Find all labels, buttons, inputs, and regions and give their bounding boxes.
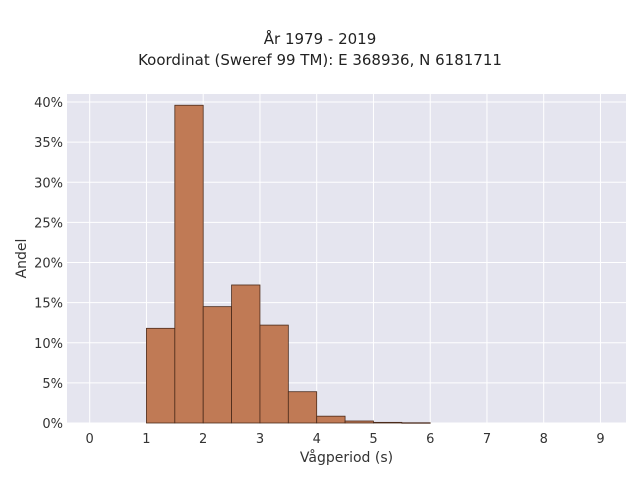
- y-axis-ticks: 0% 5% 10% 15% 20% 25% 30% 35% 40%: [34, 96, 63, 432]
- x-tick-label: 2: [199, 432, 207, 447]
- x-tick-label: 5: [369, 432, 377, 447]
- chart-title: År 1979 - 2019: [263, 30, 377, 48]
- y-tick-label: 0%: [42, 417, 63, 432]
- x-tick-label: 8: [540, 432, 548, 447]
- x-tick-label: 7: [483, 432, 491, 447]
- histogram-bar: [259, 324, 289, 424]
- y-axis-label: Andel: [14, 239, 30, 279]
- x-tick-label: 3: [256, 432, 264, 447]
- x-axis-label: Vågperiod (s): [300, 449, 393, 466]
- y-tick-label: 20%: [34, 257, 63, 272]
- histogram-bar: [174, 104, 204, 424]
- x-tick-label: 4: [313, 432, 321, 447]
- histogram-bar: [231, 284, 261, 424]
- y-tick-label: 15%: [34, 297, 63, 312]
- y-tick-label: 10%: [34, 337, 63, 352]
- histogram-bar: [373, 421, 403, 424]
- x-tick-label: 6: [426, 432, 434, 447]
- y-tick-label: 40%: [34, 96, 63, 111]
- x-tick-label: 9: [596, 432, 604, 447]
- y-tick-label: 35%: [34, 136, 63, 151]
- x-tick-label: 0: [86, 432, 94, 447]
- histogram-bar: [344, 420, 374, 424]
- histogram-bar: [316, 415, 346, 424]
- y-tick-label: 5%: [42, 377, 63, 392]
- x-axis-ticks: 0 1 2 3 4 5 6 7 8 9: [86, 432, 605, 447]
- histogram-bar: [202, 306, 232, 424]
- histogram-bar: [146, 327, 176, 424]
- chart-subtitle: Koordinat (Sweref 99 TM): E 368936, N 61…: [138, 51, 502, 69]
- bars: [146, 104, 431, 424]
- y-tick-label: 25%: [34, 216, 63, 231]
- x-tick-label: 1: [142, 432, 150, 447]
- histogram-bar: [401, 422, 431, 424]
- y-tick-label: 30%: [34, 176, 63, 191]
- histogram-bar: [287, 391, 318, 424]
